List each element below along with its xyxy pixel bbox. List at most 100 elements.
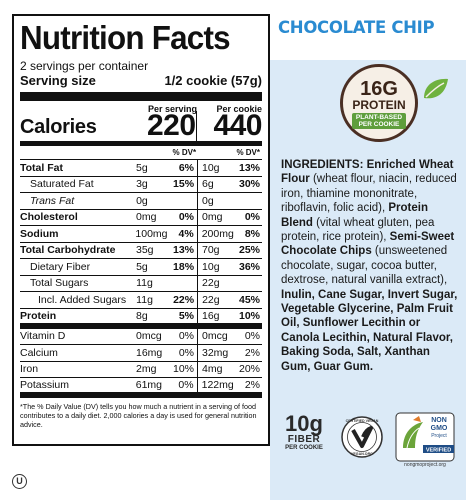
dv-cookie: 13% <box>238 161 260 174</box>
amount-cookie: 10g <box>197 259 229 275</box>
serving-size-label: Serving size <box>20 73 96 88</box>
nongmo-line5: nongmoproject.org <box>404 462 446 468</box>
amount-serving: 100mg <box>135 227 168 240</box>
dv-cookie: 20% <box>238 363 260 376</box>
nutrition-facts-panel: Nutrition Facts 2 servings per container… <box>12 14 270 446</box>
protein-badge: 16G PROTEIN PLANT-BASED PER COOKIE <box>340 64 418 142</box>
ingredients-part-3: (unsweetened chocolate, sugar, cocoa but… <box>281 245 448 287</box>
amount-cookie: 10g <box>197 160 229 176</box>
dv-serving: 13% <box>172 244 194 257</box>
ingredients-label: INGREDIENTS: Enriched Wheat Flour <box>281 159 454 186</box>
amount-serving: 11g <box>136 277 153 290</box>
nutrient-name: Iron <box>20 363 39 376</box>
amount-serving: 8g <box>136 309 148 322</box>
dv-cookie: 2% <box>244 379 260 391</box>
nongmo-line4: VERIFIED <box>426 448 451 454</box>
amount-cookie: 122mg <box>196 378 234 392</box>
nutrient-row-calcium: Calcium 16mg 0% 32mg 2% <box>20 345 262 362</box>
amount-serving: 0mcg <box>136 330 162 343</box>
dv-cookie: 25% <box>238 244 260 257</box>
dv-cookie: 0% <box>244 330 260 343</box>
dv-cookie: 30% <box>238 178 260 191</box>
nutrient-name: Calcium <box>20 346 58 359</box>
amount-cookie: 32mg <box>197 345 229 361</box>
nutrient-row-total-carbohydrate: Total Carbohydrate 35g 13% 70g 25% <box>20 242 262 259</box>
dv-serving: 4% <box>178 227 194 240</box>
amount-serving: 3g <box>136 178 148 191</box>
dv-serving: 0% <box>178 211 194 224</box>
nutrient-row-protein: Protein 8g 5% 16g 10% <box>20 308 262 329</box>
dv-cookie: 0% <box>244 211 260 224</box>
nongmo-line2: GMO <box>431 425 448 432</box>
plant-based-tag: PLANT-BASED PER COOKIE <box>351 113 407 129</box>
daily-value-header: % DV* % DV* <box>20 146 262 160</box>
amount-cookie: 0mg <box>197 209 229 225</box>
calories-row: Calories 220 440 <box>20 109 263 146</box>
certified-vegan-icon: CERTIFIED VEGAN VEGAN.ORG <box>341 416 383 458</box>
calories-per-cookie: 440 <box>195 111 263 141</box>
fiber-badge: 10g FIBER PER COOKIE <box>284 413 324 452</box>
nutrient-name: Total Fat <box>20 161 63 174</box>
nutrient-row-trans-fat: Trans Fat 0g 0g <box>20 193 262 210</box>
dv-serving: 18% <box>173 260 195 273</box>
dv-serving: 6% <box>178 161 194 174</box>
nutrient-name: Protein <box>20 309 57 322</box>
dv-cookie: 36% <box>238 260 260 273</box>
nongmo-line1: NON <box>431 417 447 424</box>
amount-serving: 0mg <box>136 211 157 224</box>
nutrient-row-vitamin-d: Vitamin D 0mcg 0% 0mcg 0% <box>20 328 262 345</box>
dv-label-serving: % DV* <box>172 148 197 157</box>
kosher-ou-icon: U <box>12 474 27 489</box>
nutrient-name: Trans Fat <box>30 194 75 207</box>
leaf-icon <box>424 78 448 99</box>
amount-cookie: 6g <box>197 176 229 192</box>
amount-serving: 5g <box>136 161 148 174</box>
calorie-column-headers: Per serving Per cookie <box>20 101 262 114</box>
amount-cookie: 16g <box>197 308 229 323</box>
amount-cookie: 22g <box>197 275 229 291</box>
nutrient-row-sodium: Sodium 100mg 4% 200mg 8% <box>20 226 262 243</box>
dv-cookie: 10% <box>238 309 260 322</box>
dv-serving: 22% <box>173 293 195 306</box>
calories-label: Calories <box>20 116 97 138</box>
vegan-top-text: CERTIFIED VEGAN <box>346 419 379 423</box>
nutrition-facts-title: Nutrition Facts <box>20 19 231 56</box>
dv-serving: 0% <box>178 346 194 359</box>
amount-cookie: 0g <box>197 193 229 209</box>
dv-serving: 10% <box>172 363 194 376</box>
nutrient-name: Total Carbohydrate <box>20 244 116 257</box>
calories-per-serving: 220 <box>146 109 196 142</box>
amount-serving: 2mg <box>136 363 157 376</box>
nutrient-row-cholesterol: Cholesterol 0mg 0% 0mg 0% <box>20 209 262 226</box>
nutrient-row-iron: Iron 2mg 10% 4mg 20% <box>20 361 262 378</box>
fiber-sub: PER COOKIE <box>285 445 323 451</box>
ingredients-part-2: (vital wheat gluten, pea protein, rice p… <box>281 216 435 244</box>
amount-serving: 16mg <box>136 346 163 359</box>
fiber-amount: 10g <box>285 411 323 436</box>
nutrient-name: Incl. Added Sugars <box>38 293 127 306</box>
servings-per-container: 2 servings per container <box>20 59 149 73</box>
amount-serving: 5g <box>136 260 148 273</box>
dv-serving: 0% <box>178 379 194 391</box>
ingredients-remaining: Inulin, Cane Sugar, Invert Sugar, Vegeta… <box>281 288 458 373</box>
dv-cookie: 2% <box>244 346 260 359</box>
dv-serving: 15% <box>173 178 195 191</box>
ingredients-chocolate-chips: Semi-Sweet Chocolate Chips <box>281 231 455 258</box>
dv-label-cookie: % DV* <box>236 148 260 157</box>
nutrient-name: Total Sugars <box>30 277 89 290</box>
flavor-title: CHOCOLATE CHIP <box>278 18 435 37</box>
amount-cookie: 200mg <box>196 226 234 242</box>
per-cookie-header: Per cookie <box>216 104 262 114</box>
protein-amount: 16G <box>360 78 398 100</box>
dv-serving: 0% <box>178 330 194 343</box>
amount-cookie: 22g <box>197 292 229 308</box>
per-serving-header: Per serving <box>148 104 198 114</box>
dv-serving: 5% <box>178 309 194 322</box>
nutrient-name: Cholesterol <box>20 211 78 224</box>
non-gmo-verified-icon: NON GMO Project VERIFIED nongmoproject.o… <box>395 412 455 468</box>
ingredients-part-1: (wheat flour, niacin, reduced iron, thia… <box>281 173 457 215</box>
amount-serving: 0g <box>136 194 148 207</box>
amount-serving: 11g <box>136 293 153 306</box>
nutrient-row-dietary-fiber: Dietary Fiber 5g 18% 10g 36% <box>20 259 262 276</box>
amount-cookie: 4mg <box>197 361 229 377</box>
